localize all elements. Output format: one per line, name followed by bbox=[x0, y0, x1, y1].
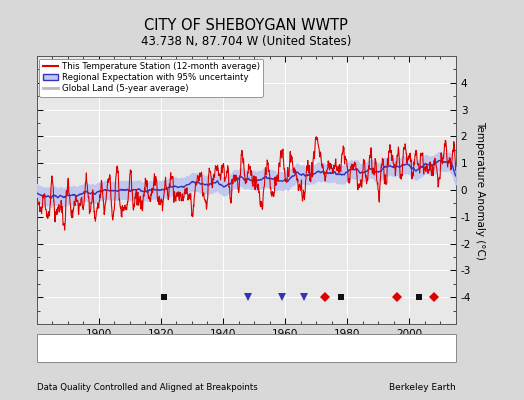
Text: 43.738 N, 87.704 W (United States): 43.738 N, 87.704 W (United States) bbox=[141, 36, 352, 48]
Y-axis label: Temperature Anomaly (°C): Temperature Anomaly (°C) bbox=[475, 120, 485, 260]
Text: Data Quality Controlled and Aligned at Breakpoints: Data Quality Controlled and Aligned at B… bbox=[37, 384, 257, 392]
Text: CITY OF SHEBOYGAN WWTP: CITY OF SHEBOYGAN WWTP bbox=[144, 18, 348, 34]
Text: Berkeley Earth: Berkeley Earth bbox=[389, 384, 456, 392]
Text: Record Gap: Record Gap bbox=[158, 344, 211, 352]
Text: Time of Obs. Change: Time of Obs. Change bbox=[255, 344, 349, 352]
Legend: This Temperature Station (12-month average), Regional Expectation with 95% uncer: This Temperature Station (12-month avera… bbox=[39, 58, 263, 97]
Text: Empirical Break: Empirical Break bbox=[372, 344, 443, 352]
Text: Station Move: Station Move bbox=[53, 344, 113, 352]
